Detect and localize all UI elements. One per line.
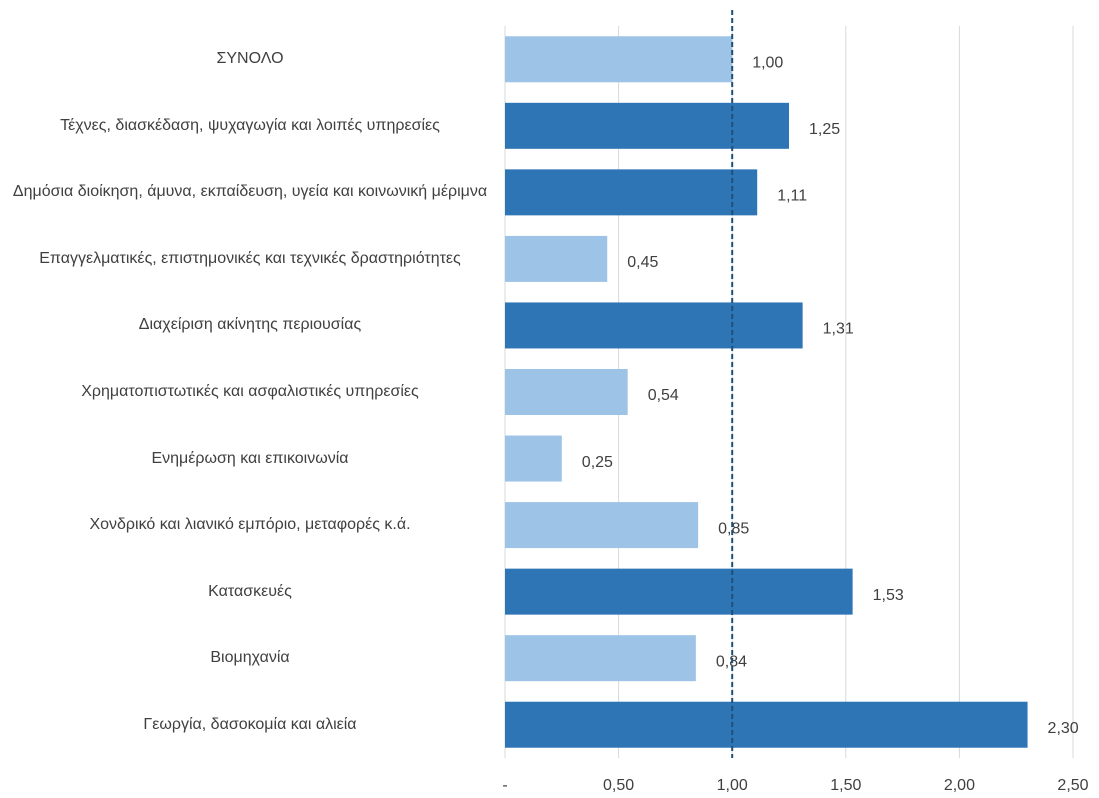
data-label: 0,25: [582, 454, 613, 471]
data-label: 1,11: [777, 188, 807, 205]
data-label: 0,85: [718, 520, 749, 537]
bar: [505, 502, 699, 549]
x-tick-label: 0,50: [603, 777, 634, 794]
x-tick-label: 2,50: [1057, 777, 1088, 794]
y-tick-label: Κατασκευές: [208, 582, 292, 600]
data-label: 0,45: [627, 254, 658, 271]
y-tick-label: ΣΥΝΟΛΟ: [216, 50, 284, 68]
data-label: 1,25: [809, 121, 840, 138]
bar: [505, 36, 733, 83]
data-label: 2,30: [1048, 720, 1079, 737]
x-tick-label: 1,50: [830, 777, 861, 794]
y-tick-label: Χονδρικό και λιανικό εμπόριο, μεταφορές …: [89, 516, 411, 534]
data-label: 0,54: [648, 387, 679, 404]
x-tick-label: -: [502, 777, 507, 794]
bar: [505, 102, 789, 149]
bar: [505, 701, 1028, 748]
y-tick-label: Επαγγελματικές, επιστημονικές και τεχνικ…: [39, 249, 461, 267]
y-tick-label: Τέχνες, διασκέδαση, ψυχαγωγία και λοιπές…: [60, 116, 440, 134]
bar: [505, 369, 628, 415]
x-tick-label: 1,00: [717, 777, 748, 794]
data-label: 1,31: [823, 321, 854, 338]
bar: [505, 235, 608, 282]
bar: [505, 302, 803, 349]
y-tick-label: Γεωργία, δασοκομία και αλιεία: [143, 715, 357, 733]
data-label: 1,53: [873, 587, 904, 604]
bar: [505, 169, 758, 216]
y-tick-label: Ενημέρωση και επικοινωνία: [151, 449, 349, 467]
x-tick-label: 2,00: [944, 777, 975, 794]
bar: [505, 568, 853, 615]
bar: [505, 635, 696, 682]
bar: [505, 435, 562, 482]
y-tick-label: Βιομηχανία: [210, 649, 290, 667]
y-tick-label: Διαχείριση ακίνητης περιουσίας: [138, 316, 362, 334]
y-tick-label: Δημόσια διοίκηση, άμυνα, εκπαίδευση, υγε…: [12, 183, 488, 201]
data-label: 1,00: [752, 54, 783, 71]
y-tick-label: Χρηματοπιστωτικές και ασφαλιστικές υπηρε…: [81, 383, 419, 400]
